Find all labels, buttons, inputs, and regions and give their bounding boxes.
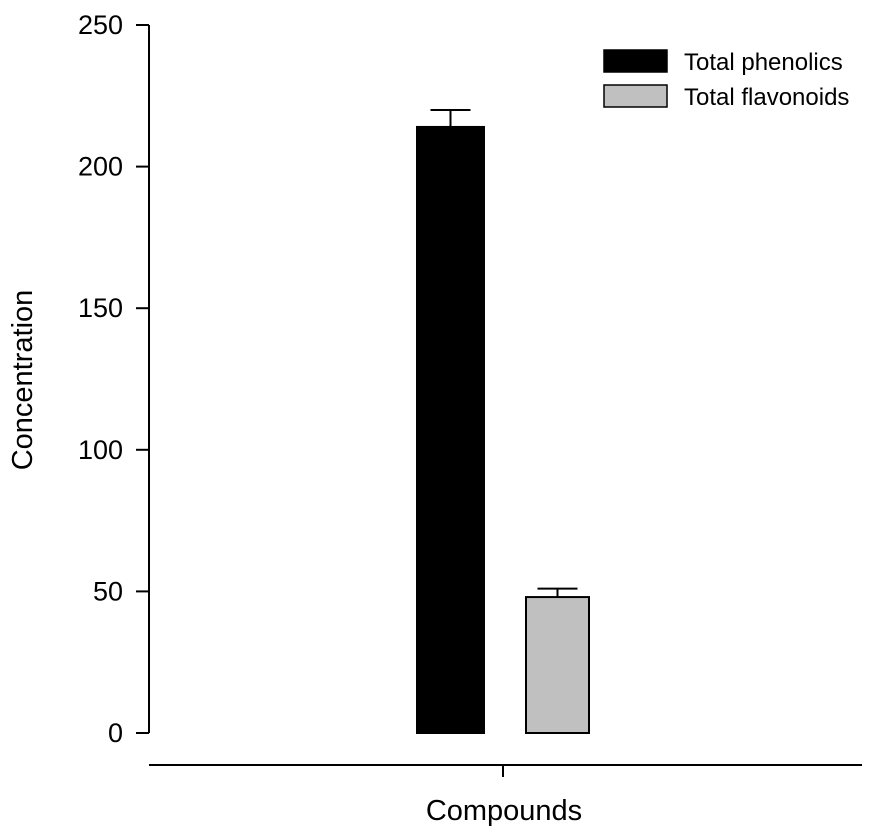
legend: Total phenolics Total flavonoids	[603, 49, 849, 111]
y-tick-label: 150	[78, 293, 123, 323]
y-tick-label: 0	[108, 718, 123, 748]
legend-swatch	[603, 84, 668, 108]
x-axis-title: Compounds	[426, 795, 582, 827]
y-tick-label: 250	[78, 10, 123, 40]
y-axis-title: Concentration	[7, 290, 39, 471]
bar-total-phenolics	[416, 125, 485, 734]
y-tick-label: 200	[78, 152, 123, 182]
y-axis: 0 50 100 150 200 250	[78, 10, 150, 748]
x-axis	[149, 764, 862, 777]
y-tick-label: 50	[93, 576, 123, 606]
legend-label: Total flavonoids	[684, 84, 849, 111]
bar-total-flavonoids	[525, 596, 590, 735]
bars	[416, 108, 590, 735]
legend-label: Total phenolics	[684, 49, 843, 76]
legend-swatch	[603, 49, 668, 73]
y-tick-label: 100	[78, 435, 123, 465]
